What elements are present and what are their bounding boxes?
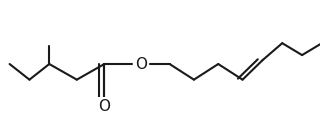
Text: O: O xyxy=(135,57,147,72)
Text: O: O xyxy=(98,99,110,114)
